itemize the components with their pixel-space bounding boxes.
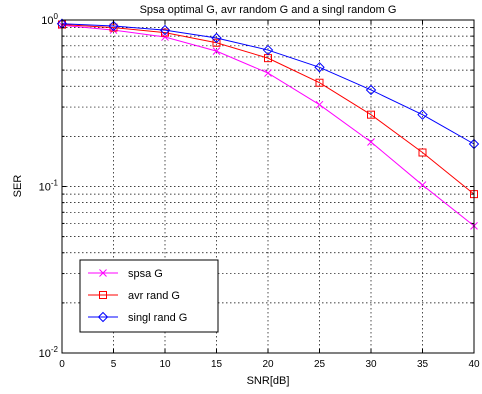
legend-entry: avr rand G	[88, 290, 180, 302]
square-marker	[418, 148, 427, 157]
diamond-marker	[365, 84, 377, 96]
x-tick-label: 10	[159, 359, 171, 370]
diamond-marker	[211, 32, 222, 44]
legend-label: avr rand G	[128, 290, 180, 302]
square-marker	[212, 38, 221, 47]
legend-entry: spsa G	[88, 268, 163, 280]
x-marker	[418, 181, 427, 189]
x-tick-label: 20	[262, 359, 274, 370]
diamond-marker	[108, 20, 119, 32]
x-marker	[161, 33, 169, 41]
y-tick-label: 100	[41, 12, 58, 27]
diamond-marker	[417, 109, 428, 120]
diamond-marker	[262, 44, 274, 56]
diamond-marker	[159, 24, 171, 36]
diamond-marker	[97, 311, 109, 323]
x-tick-label: 30	[365, 359, 377, 370]
x-marker	[99, 269, 107, 277]
axis-ticks	[61, 20, 475, 353]
x-tick-label: 5	[111, 359, 117, 370]
tick-labels: 0 5 10 15 20 25 30 35 40 100 10-1 10-2	[39, 12, 480, 370]
series-line	[61, 23, 475, 145]
x-marker	[315, 100, 324, 109]
square-marker	[315, 78, 324, 87]
diamond-marker	[314, 62, 325, 73]
x-tick-label: 40	[468, 359, 480, 370]
y-axis-label: SER	[12, 175, 24, 198]
legend-label: singl rand G	[128, 312, 187, 324]
legend: spsa G avr rand G singl rand G	[79, 259, 219, 333]
x-tick-label: 35	[417, 359, 429, 370]
square-marker	[367, 110, 375, 119]
legend-box	[79, 259, 219, 333]
series-layer	[56, 18, 480, 230]
x-tick-label: 25	[314, 359, 326, 370]
x-tick-label: 0	[59, 359, 65, 370]
chart-title: Spsa optimal G, avr random G and a singl…	[140, 4, 397, 16]
square-marker	[161, 28, 169, 37]
legend-entry: singl rand G	[88, 311, 187, 324]
x-tick-label: 15	[211, 359, 223, 370]
x-marker	[264, 69, 272, 77]
square-marker	[99, 291, 107, 299]
x-marker	[367, 138, 375, 146]
x-marker	[212, 47, 221, 56]
legend-entries: spsa G avr rand G singl rand G	[88, 268, 187, 324]
legend-label: spsa G	[128, 268, 163, 280]
x-axis-label: SNR[dB]	[247, 375, 290, 387]
y-tick-label: 10-1	[39, 179, 59, 194]
series-line	[61, 23, 475, 195]
y-tick-label: 10-2	[39, 345, 59, 360]
